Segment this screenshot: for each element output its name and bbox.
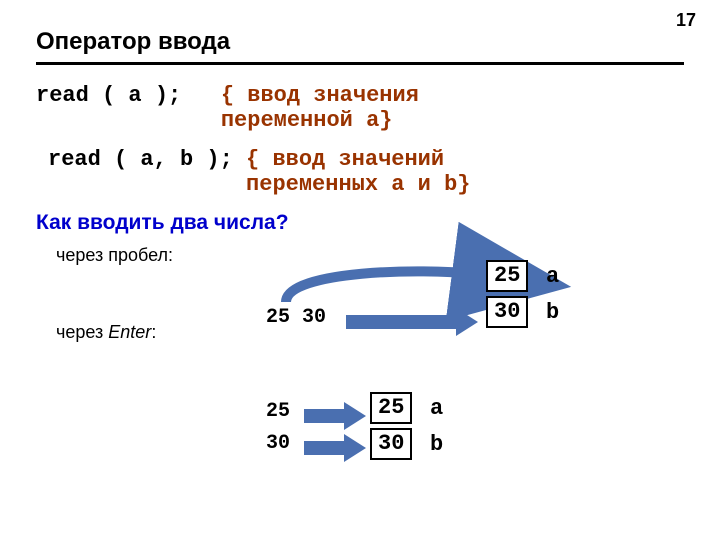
code-row-1: read ( a ); { ввод значения переменной a…: [36, 83, 684, 133]
stage2-in1: 25: [266, 400, 290, 423]
code1-left: read ( a );: [36, 83, 221, 133]
stage2-label-b: b: [430, 432, 443, 457]
stage2-in2: 30: [266, 432, 290, 455]
arrow-curve-icon: [266, 260, 486, 310]
code2-left: read ( a, b );: [48, 147, 246, 197]
sub-enter-prefix: через: [56, 322, 108, 342]
arrow-thick-icon-3: [304, 434, 366, 462]
page-number: 17: [676, 10, 696, 31]
sub-enter: через Enter:: [56, 322, 156, 343]
arrow-thick-icon: [346, 308, 478, 336]
code2-comment: { ввод значений переменных a и b}: [246, 147, 470, 197]
stage-enter: 25 30 25 30 a b: [36, 400, 684, 520]
question-heading: Как вводить два числа?: [36, 211, 684, 235]
stage1-label-b: b: [546, 300, 559, 325]
sub-enter-em: Enter: [108, 322, 151, 342]
stage-space: 25 30 25 30 a b через Enter:: [36, 266, 684, 396]
code1-comment: { ввод значения переменной a}: [221, 83, 419, 133]
stage2-box-a: 25: [370, 392, 412, 424]
stage1-box-b: 30: [486, 296, 528, 328]
stage1-label-a: a: [546, 264, 559, 289]
page-title: Оператор ввода: [36, 28, 684, 56]
code-row-2: read ( a, b ); { ввод значений переменны…: [48, 147, 684, 197]
title-rule: [36, 62, 684, 65]
arrow-thick-icon-2: [304, 402, 366, 430]
stage2-label-a: a: [430, 396, 443, 421]
stage1-box-a: 25: [486, 260, 528, 292]
slide: 17 Оператор ввода read ( a ); { ввод зна…: [0, 0, 720, 540]
sub-enter-suffix: :: [151, 322, 156, 342]
stage2-box-b: 30: [370, 428, 412, 460]
